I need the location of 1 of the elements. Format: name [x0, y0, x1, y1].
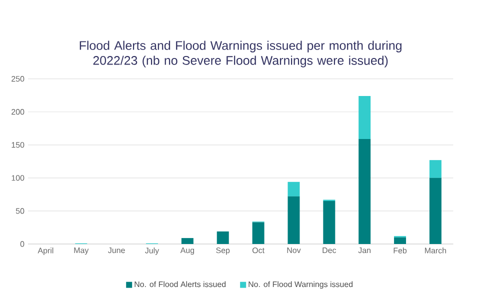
chart-title: Flood Alerts and Flood Warnings issued per month during 2022/23 (nb no Severe Flood Warnings were issued): [80, 40, 402, 68]
